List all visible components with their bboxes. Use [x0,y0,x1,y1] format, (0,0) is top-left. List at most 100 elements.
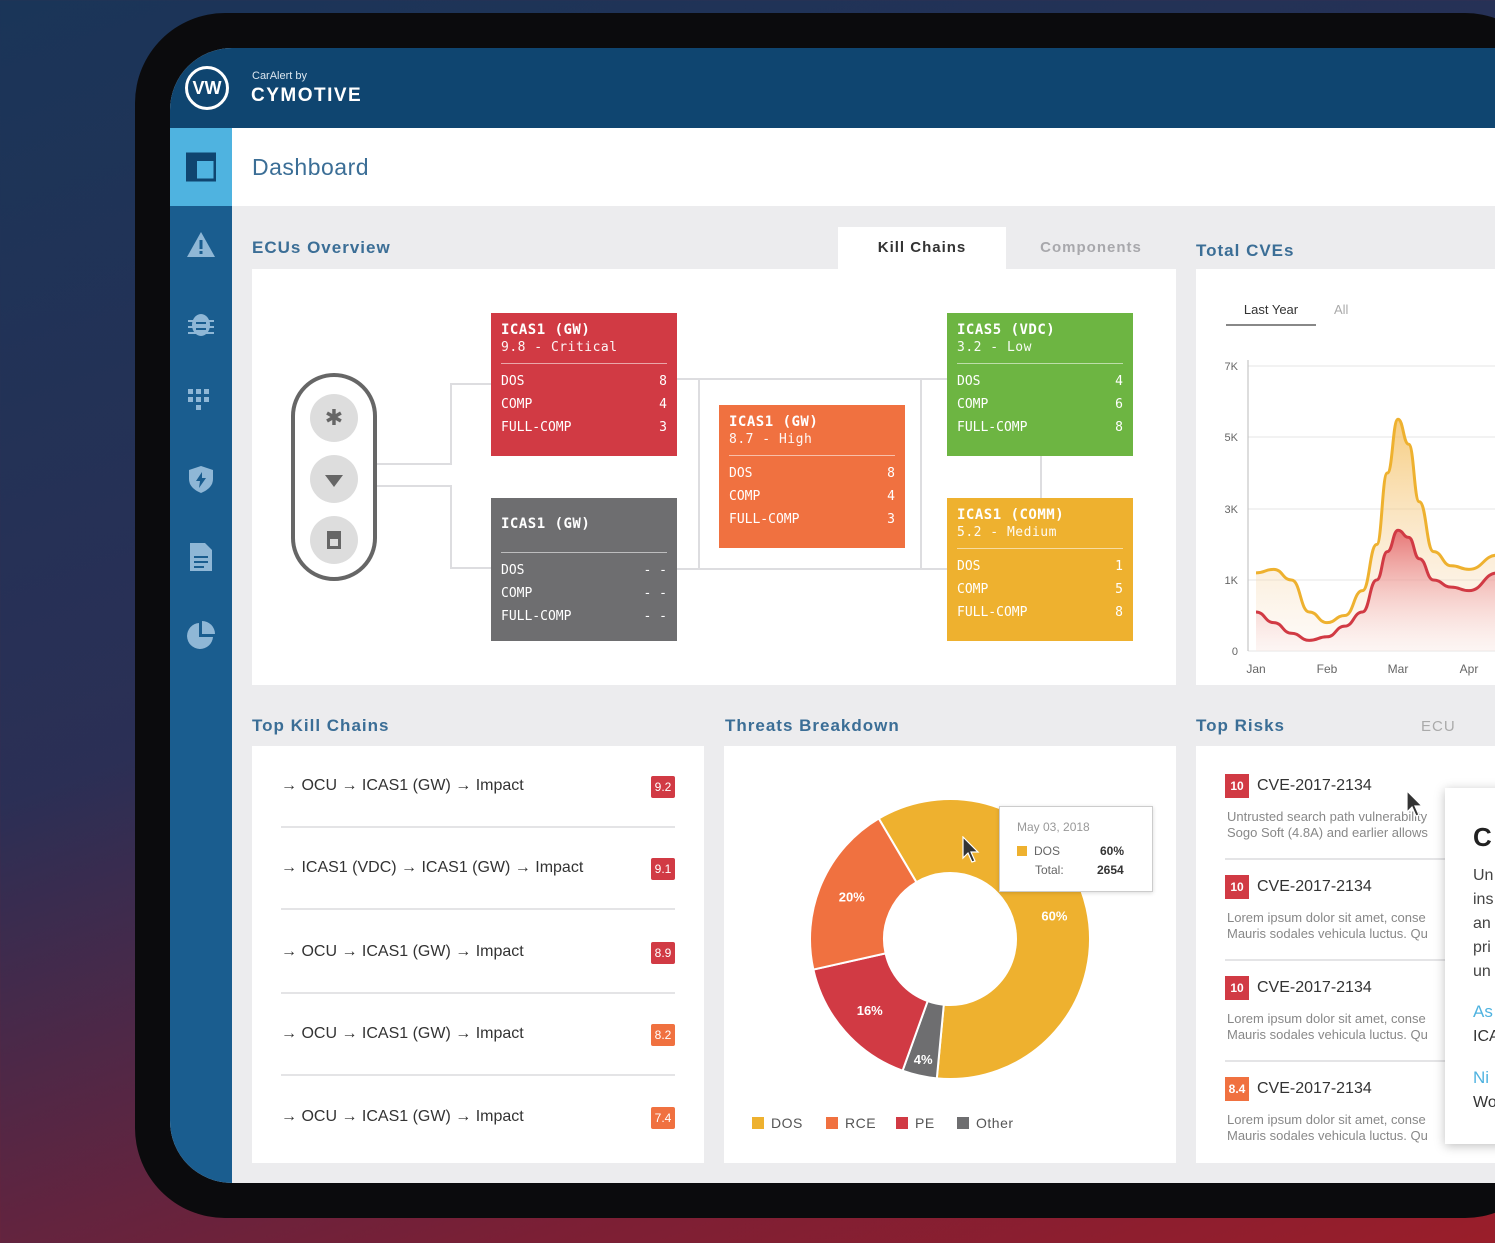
bluetooth-icon[interactable]: ✱ [310,394,358,442]
slice-label: 16% [857,1003,883,1018]
kill-chain-path: → OCU → ICAS1 (GW) → Impact [281,777,524,794]
connector [375,463,450,465]
risk-score: 10 [1225,875,1249,899]
connector [450,383,492,385]
page-header: Dashboard [232,128,1495,206]
risk-description: Lorem ipsum dolor sit amet, conse [1227,1011,1426,1026]
x-tick-label: Feb [1317,662,1338,676]
risk-score: 10 [1225,774,1249,798]
x-tick-label: Apr [1460,662,1479,676]
risk-cve-id[interactable]: CVE-2017-2134 [1257,979,1372,996]
brand-subtitle: CarAlert by [252,70,308,82]
cves-line-chart: 0 1K 3K 5K 7K Jan Feb Mar Apr [1225,360,1495,676]
range-last-year[interactable]: Last Year [1226,302,1316,326]
ecu-node-metric: COMP [501,397,533,412]
sidebar-reports[interactable] [170,518,232,596]
page-title: Dashboard [252,154,370,180]
ecu-node-value: 8 [1115,420,1123,435]
donut-slice[interactable] [809,817,918,971]
ecu-node-title: ICAS1 (COMM) [957,507,1065,523]
risk-cve-id[interactable]: CVE-2017-2134 [1257,878,1372,895]
risk-description: Sogo Soft (4.8A) and earlier allows [1227,825,1428,840]
ecu-node-metric: COMP [957,397,989,412]
legend-dos[interactable]: DOS [752,1115,803,1131]
threats-breakdown-title: Threats Breakdown [725,716,900,735]
slice-label: 4% [914,1052,933,1067]
slice-label: 60% [1041,909,1067,924]
threats-panel: 60% 4% 16% 20% May 03, 2018 DOS 60% Total: … [724,746,1176,1163]
document-icon [190,543,212,571]
ecu-node-low[interactable]: ICAS5 (VDC) 3.2 - Low DOS 4 COMP 6 FULL-CO… [947,313,1133,456]
kill-chain-score: 9.2 [651,776,675,798]
ecu-node-value: 4 [887,489,895,504]
risk-cve-id[interactable]: CVE-2017-2134 [1257,777,1372,794]
sidebar-apps[interactable] [170,362,232,440]
sidebar-alerts[interactable] [170,206,232,284]
sidebar-security[interactable] [170,440,232,518]
kill-chain-row[interactable]: → ICAS1 (VDC) → ICAS1 (GW) → Impact 9.1 [252,828,704,910]
chart-tooltip: May 03, 2018 DOS 60% Total: 2654 [999,806,1153,892]
legend-other[interactable]: Other [957,1115,1014,1131]
connector [450,567,492,569]
ecu-node-metric: COMP [957,582,989,597]
x-tick-label: Mar [1388,662,1409,676]
sidebar-analytics[interactable] [170,596,232,674]
popup-label-1: As [1473,1002,1493,1021]
risk-description: Mauris sodales vehicula luctus. Qu [1227,1027,1428,1042]
connector [375,485,450,487]
wifi-icon[interactable] [310,455,358,503]
sidebar [170,128,232,1183]
popup-description: Un ins an pri un [1473,867,1494,980]
connector [920,378,922,570]
range-all[interactable]: All [1334,302,1349,317]
tooltip-total-label: Total: [1035,863,1064,877]
sim-card-icon[interactable] [310,516,358,564]
kill-chain-score: 7.4 [651,1107,675,1129]
cves-panel: Last Year All 0 1K 3K 5K 7K Jan Feb Mar Apr [1196,269,1495,685]
ecu-node-value: 6 [1115,397,1123,412]
tab-kill-chains[interactable]: Kill Chains [838,227,1006,269]
slice-label: 20% [839,890,865,905]
y-tick-label: 0 [1232,646,1238,658]
top-risks-title: Top Risks [1196,716,1285,735]
sidebar-vulnerabilities[interactable] [170,284,232,362]
kill-chain-score: 8.2 [651,1024,675,1046]
ecu-node-value: - - [643,586,667,601]
kill-chain-row[interactable]: → OCU → ICAS1 (GW) → Impact 8.9 [252,912,704,994]
top-bar: VW CarAlert by CYMOTIVE [170,48,1495,128]
risks-ecu-filter[interactable]: ECU [1421,718,1456,735]
risk-description: Lorem ipsum dolor sit amet, conse [1227,1112,1426,1127]
connector [676,378,948,380]
connector [676,568,948,570]
ecu-node-score: 5.2 - Medium [957,525,1057,540]
tab-components[interactable]: Components [1040,239,1142,256]
mouse-cursor-icon [962,836,980,863]
ecu-node-value: 8 [659,374,667,389]
ecu-node-inactive[interactable]: ICAS1 (GW) DOS - - COMP - - FULL-COMP - - [491,498,677,641]
ecu-node-metric: DOS [957,559,981,574]
tooltip-date: May 03, 2018 [1017,820,1090,834]
kill-chain-row[interactable]: → OCU → ICAS1 (GW) → Impact 7.4 [252,1077,704,1159]
ecu-node-high[interactable]: ICAS1 (GW) 8.7 - High DOS 8 COMP 4 FULL-CO… [719,405,905,548]
ecu-node-value: 8 [887,466,895,481]
legend-rce[interactable]: RCE [826,1115,876,1131]
ecu-node-metric: FULL-COMP [501,420,572,435]
ecu-node-value: 3 [887,512,895,527]
kill-chain-row[interactable]: → OCU → ICAS1 (GW) → Impact 8.2 [252,994,704,1076]
y-tick-label: 5K [1225,432,1239,444]
legend-pe[interactable]: PE [896,1115,935,1131]
ecu-node-metric: FULL-COMP [957,605,1028,620]
ecu-node-value: 3 [659,420,667,435]
connector [450,383,452,465]
kill-chain-row[interactable]: → OCU → ICAS1 (GW) → Impact 9.2 [252,746,704,828]
vw-logo: VW [185,66,229,110]
ecu-node-medium[interactable]: ICAS1 (COMM) 5.2 - Medium DOS 1 COMP 5 FUL… [947,498,1133,641]
brand-name: CYMOTIVE [251,85,363,106]
sidebar-dashboard[interactable] [170,128,232,206]
ecu-node-critical[interactable]: ICAS1 (GW) 9.8 - Critical DOS 8 COMP 4 FUL… [491,313,677,456]
kill-chain-path: → ICAS1 (VDC) → ICAS1 (GW) → Impact [281,859,584,876]
risk-cve-id[interactable]: CVE-2017-2134 [1257,1080,1372,1097]
donut-slice[interactable] [812,952,929,1073]
kill-chain-score: 9.1 [651,858,675,880]
alert-icon [187,232,215,257]
